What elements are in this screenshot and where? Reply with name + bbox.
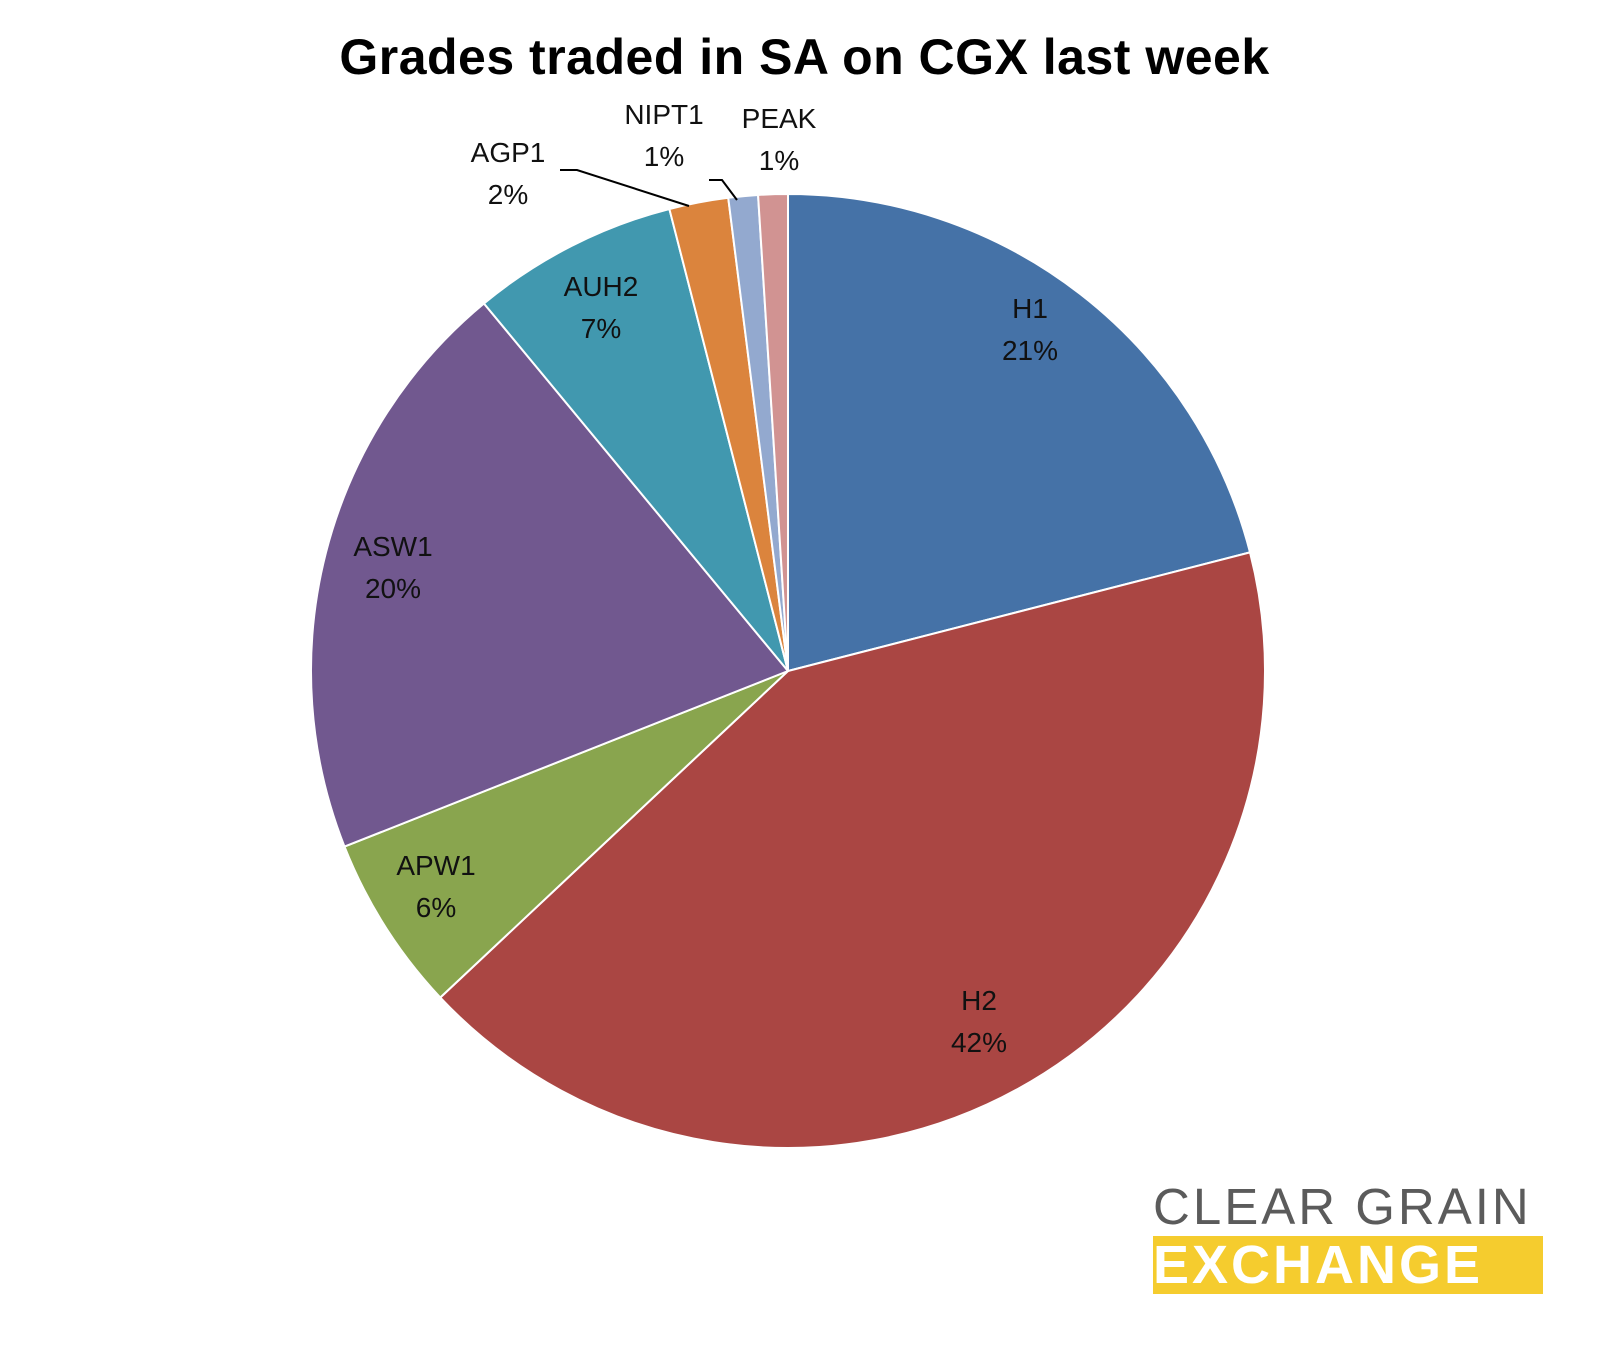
pie-slice-apw1 [343,670,789,999]
slice-percent-agp1: 2% [488,179,528,210]
slice-label-apw1: APW1 [396,850,475,881]
leader-line-nipt1 [709,179,738,201]
pie-slice-peak [756,192,789,672]
chart-title: Grades traded in SA on CGX last week [339,29,1270,85]
pie-slice-h1 [787,192,1252,673]
clear-grain-exchange-logo: CLEAR GRAIN EXCHANGE [1153,1180,1543,1294]
slice-percent-apw1: 6% [416,892,456,923]
pie-slice-asw1 [310,302,790,848]
slice-percent-h2: 42% [951,1027,1007,1058]
leader-line-agp1 [560,169,690,207]
pie-slice-auh2 [482,207,789,672]
slice-percent-peak: 1% [759,145,799,176]
logo-text-exchange: EXCHANGE [1153,1236,1543,1294]
slice-percent-nipt1: 1% [644,141,684,172]
slice-label-nipt1: NIPT1 [624,99,703,130]
pie-labels: H1 21% H2 42% APW1 6% ASW1 20% AUH2 7% AGP1 2% NIPT1… [353,99,1058,1058]
slice-percent-auh2: 7% [581,313,621,344]
slice-label-h1: H1 [1012,293,1048,324]
slice-label-peak: PEAK [742,103,817,134]
slice-percent-h1: 21% [1002,335,1058,366]
slice-label-agp1: AGP1 [471,137,546,168]
pie-slices [310,192,1266,1149]
slice-label-h2: H2 [961,985,997,1016]
pie-slice-h2 [438,551,1266,1149]
slice-label-asw1: ASW1 [353,531,432,562]
slice-label-auh2: AUH2 [564,271,639,302]
logo-text-clear-grain: CLEAR GRAIN [1153,1178,1532,1235]
leader-lines [560,169,738,207]
slice-percent-asw1: 20% [365,573,421,604]
